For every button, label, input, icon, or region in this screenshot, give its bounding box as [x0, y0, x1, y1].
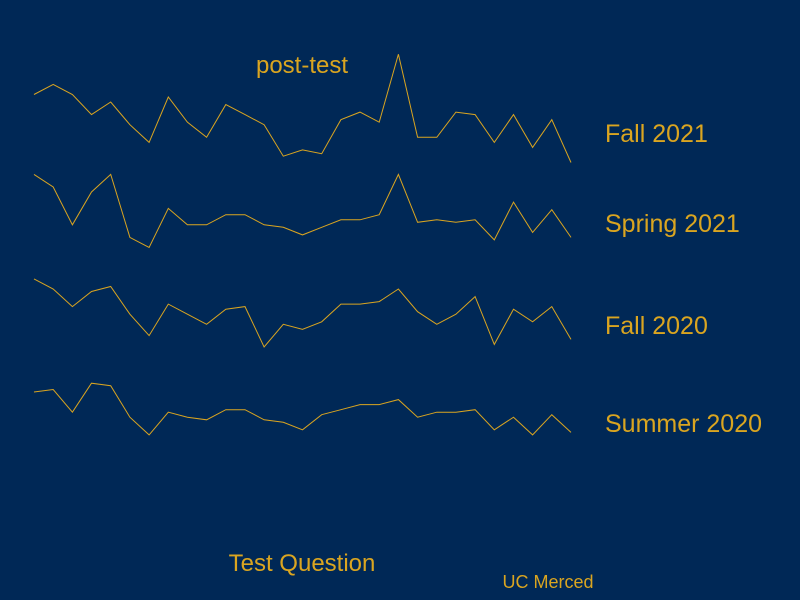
series-line — [33, 173, 572, 249]
series-line — [33, 278, 572, 348]
x-axis-label: Test Question — [229, 550, 376, 577]
chart-title: post-test — [256, 52, 348, 79]
series-line — [33, 54, 572, 163]
series-group: Summer 2020 — [33, 382, 762, 438]
series-line — [33, 382, 572, 436]
series-group: Fall 2020 — [33, 278, 708, 348]
series-label: Fall 2021 — [605, 120, 708, 148]
series-label: Fall 2020 — [605, 312, 708, 340]
series-label: Summer 2020 — [605, 410, 762, 438]
series-layer: Fall 2021 Spring 2021 Fall 2020 Summer 2020 — [33, 54, 762, 438]
series-group: Fall 2021 — [33, 54, 708, 163]
series-group: Spring 2021 — [33, 173, 740, 249]
series-label: Spring 2021 — [605, 210, 740, 238]
chart-caption: UC Merced — [502, 572, 593, 592]
